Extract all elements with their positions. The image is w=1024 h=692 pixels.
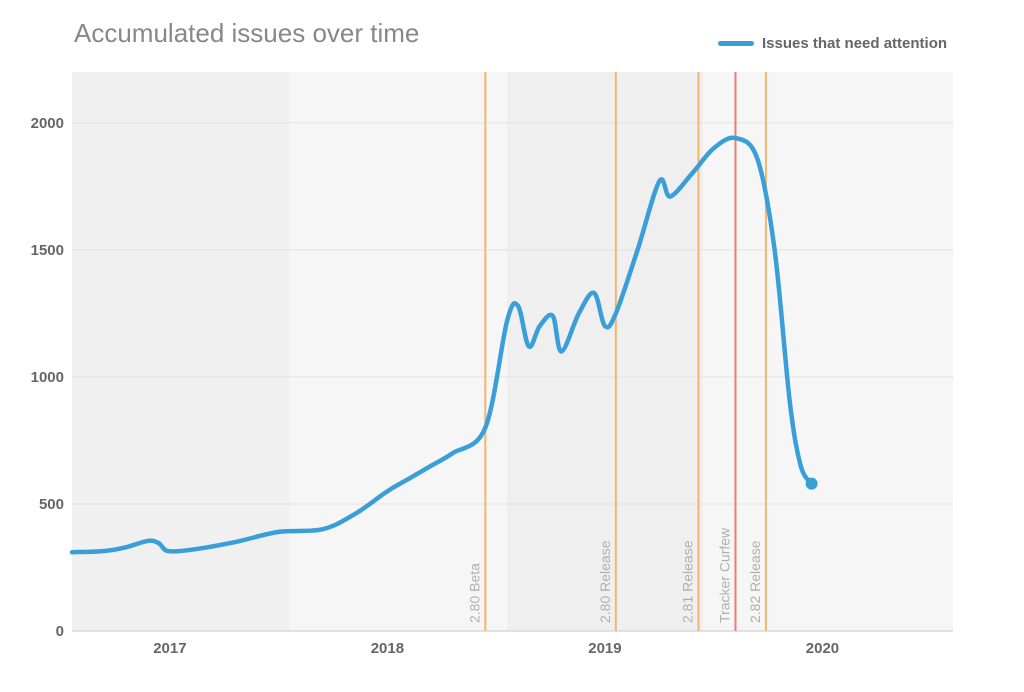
y-tick-label: 1000 — [31, 369, 64, 386]
y-tick-label: 500 — [39, 496, 64, 513]
annotation-label: 2.82 Release — [747, 540, 763, 623]
series-end-point — [805, 477, 818, 490]
x-tick-label: 2018 — [371, 640, 404, 657]
shaded-band — [485, 72, 508, 631]
shaded-band — [289, 72, 486, 631]
series-line — [69, 135, 814, 555]
annotation-label: 2.80 Release — [597, 540, 613, 623]
y-tick-label: 2000 — [31, 115, 64, 132]
shaded-band — [702, 72, 953, 631]
legend: Issues that need attention — [718, 35, 947, 52]
x-tick-label: 2019 — [588, 640, 621, 657]
annotation-label: 2.80 Beta — [466, 563, 482, 623]
x-tick-label: 2017 — [153, 640, 186, 657]
annotation-label: Tracker Curfew — [716, 527, 732, 623]
y-tick-label: 1500 — [31, 242, 64, 259]
chart-title: Accumulated issues over time — [74, 18, 420, 48]
annotation-label: 2.81 Release — [679, 540, 695, 623]
shaded-band — [507, 72, 703, 631]
legend-label: Issues that need attention — [762, 35, 948, 52]
legend-swatch — [718, 41, 754, 46]
y-tick-label: 0 — [56, 623, 64, 640]
shaded-band — [72, 72, 290, 631]
x-tick-label: 2020 — [806, 640, 839, 657]
